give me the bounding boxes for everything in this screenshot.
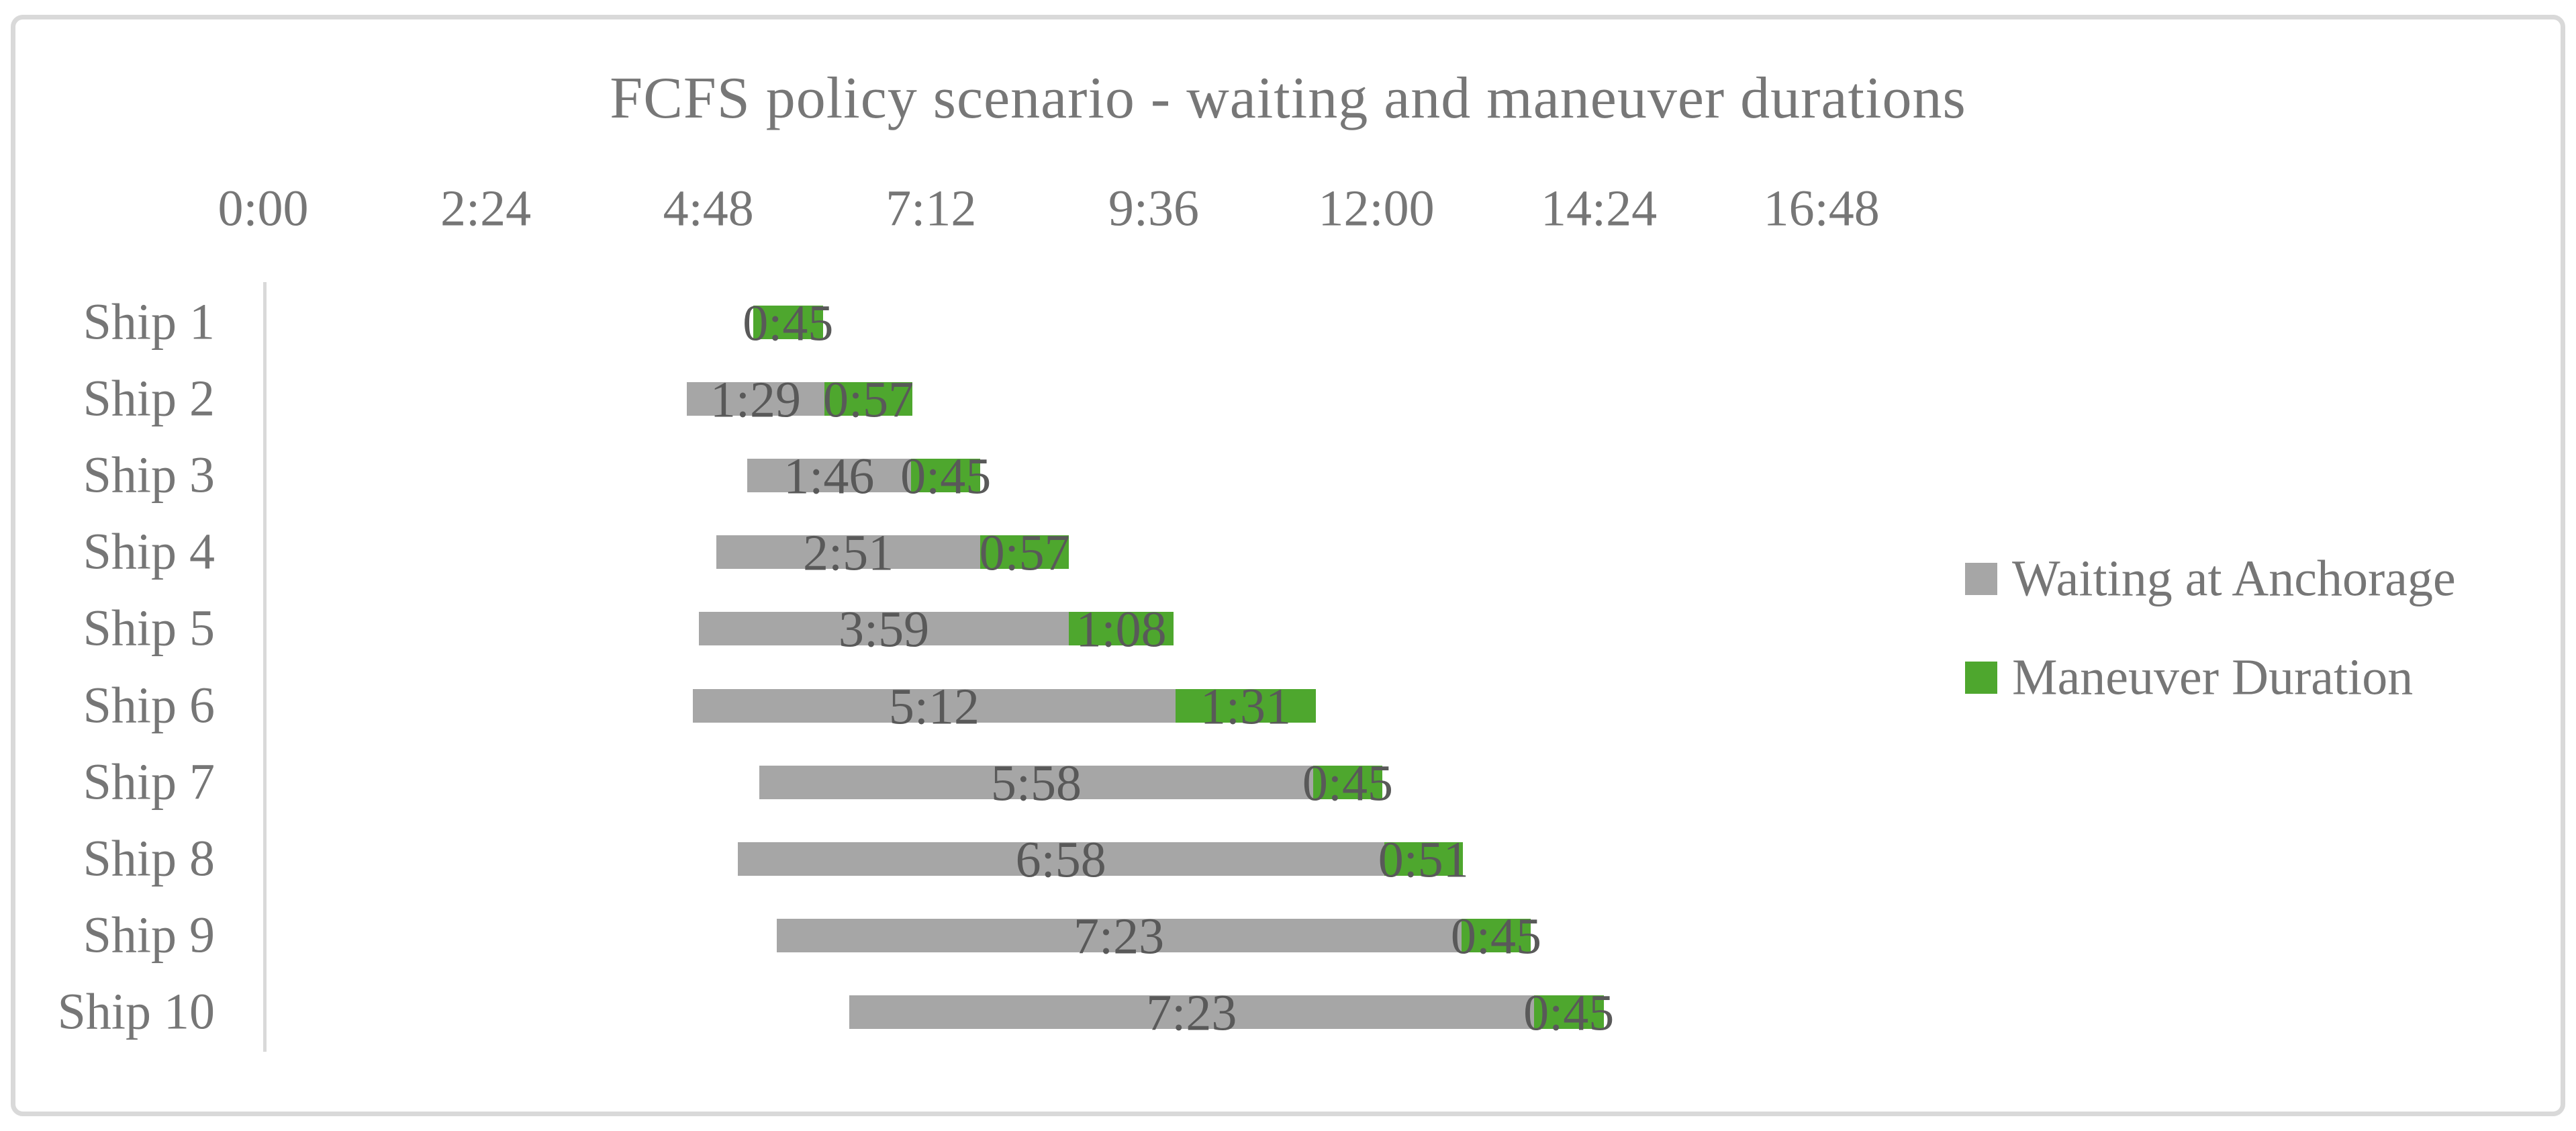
x-tick-label-2-24: 2:24 bbox=[440, 180, 532, 237]
bar-maneuver-ship-8 bbox=[1384, 842, 1463, 876]
x-tick-label-0-00: 0:00 bbox=[218, 180, 309, 237]
category-label-5: Ship 5 bbox=[83, 600, 215, 657]
label-maneuver-ship-9: 0:45 bbox=[1450, 908, 1542, 965]
legend-swatch-waiting bbox=[1965, 563, 1997, 595]
chart-frame-border bbox=[11, 15, 2565, 1116]
x-tick-label-14-24: 14:24 bbox=[1541, 180, 1658, 237]
legend-label-waiting: Waiting at Anchorage bbox=[2012, 550, 2456, 607]
label-waiting-ship-7: 5:58 bbox=[990, 755, 1082, 812]
legend-label-maneuver: Maneuver Duration bbox=[2012, 649, 2414, 706]
label-maneuver-ship-5: 1:08 bbox=[1076, 601, 1167, 658]
category-label-2: Ship 2 bbox=[83, 370, 215, 427]
bar-waiting-ship-9 bbox=[776, 918, 1462, 952]
y-axis-line bbox=[263, 282, 267, 1052]
x-tick-label-12-00: 12:00 bbox=[1318, 180, 1435, 237]
label-waiting-ship-8: 6:58 bbox=[1015, 831, 1106, 889]
chart-title: FCFS policy scenario - waiting and maneu… bbox=[610, 66, 1966, 131]
bar-maneuver-ship-10 bbox=[1533, 995, 1604, 1029]
category-label-6: Ship 6 bbox=[83, 677, 215, 733]
category-label-8: Ship 8 bbox=[83, 830, 215, 887]
bar-waiting-ship-7 bbox=[759, 765, 1313, 799]
label-maneuver-ship-6: 1:31 bbox=[1200, 678, 1291, 735]
label-maneuver-ship-10: 0:45 bbox=[1523, 985, 1615, 1042]
category-label-3: Ship 3 bbox=[83, 447, 215, 504]
bar-maneuver-ship-9 bbox=[1461, 918, 1531, 952]
legend-swatch-maneuver bbox=[1965, 662, 1997, 694]
bar-maneuver-ship-1 bbox=[753, 306, 823, 339]
label-waiting-ship-6: 5:12 bbox=[888, 678, 980, 735]
category-label-7: Ship 7 bbox=[83, 754, 215, 811]
category-label-9: Ship 9 bbox=[83, 907, 215, 964]
bar-maneuver-ship-2 bbox=[824, 382, 913, 416]
label-maneuver-ship-7: 0:45 bbox=[1302, 755, 1393, 812]
x-tick-label-9-36: 9:36 bbox=[1108, 180, 1199, 237]
label-maneuver-ship-1: 0:45 bbox=[743, 295, 834, 352]
x-tick-label-4-48: 4:48 bbox=[663, 180, 754, 237]
label-waiting-ship-10: 7:23 bbox=[1146, 985, 1237, 1042]
label-waiting-ship-5: 3:59 bbox=[839, 601, 930, 658]
bar-waiting-ship-8 bbox=[737, 842, 1384, 876]
label-waiting-ship-3: 1:46 bbox=[783, 448, 875, 505]
label-waiting-ship-4: 2:51 bbox=[803, 525, 894, 582]
bar-waiting-ship-4 bbox=[716, 535, 981, 570]
label-maneuver-ship-3: 0:45 bbox=[900, 448, 992, 505]
bar-waiting-ship-5 bbox=[699, 612, 1069, 646]
label-waiting-ship-9: 7:23 bbox=[1074, 908, 1165, 965]
label-maneuver-ship-8: 0:51 bbox=[1378, 831, 1469, 889]
bar-waiting-ship-3 bbox=[747, 459, 911, 493]
category-label-4: Ship 4 bbox=[83, 523, 215, 580]
x-tick-label-16-48: 16:48 bbox=[1763, 180, 1880, 237]
bar-waiting-ship-2 bbox=[686, 382, 824, 416]
category-label-10: Ship 10 bbox=[57, 983, 215, 1040]
label-maneuver-ship-2: 0:57 bbox=[822, 371, 914, 428]
bar-waiting-ship-10 bbox=[849, 995, 1534, 1029]
x-tick-label-7-12: 7:12 bbox=[886, 180, 977, 237]
bar-maneuver-ship-5 bbox=[1068, 612, 1174, 646]
category-label-1: Ship 1 bbox=[83, 293, 215, 351]
label-maneuver-ship-4: 0:57 bbox=[979, 525, 1070, 582]
bar-maneuver-ship-7 bbox=[1313, 765, 1383, 799]
bar-maneuver-ship-3 bbox=[910, 459, 981, 493]
label-waiting-ship-2: 1:29 bbox=[710, 371, 801, 428]
bar-maneuver-ship-4 bbox=[980, 535, 1069, 570]
bar-waiting-ship-6 bbox=[693, 688, 1176, 723]
bar-maneuver-ship-6 bbox=[1175, 688, 1317, 723]
